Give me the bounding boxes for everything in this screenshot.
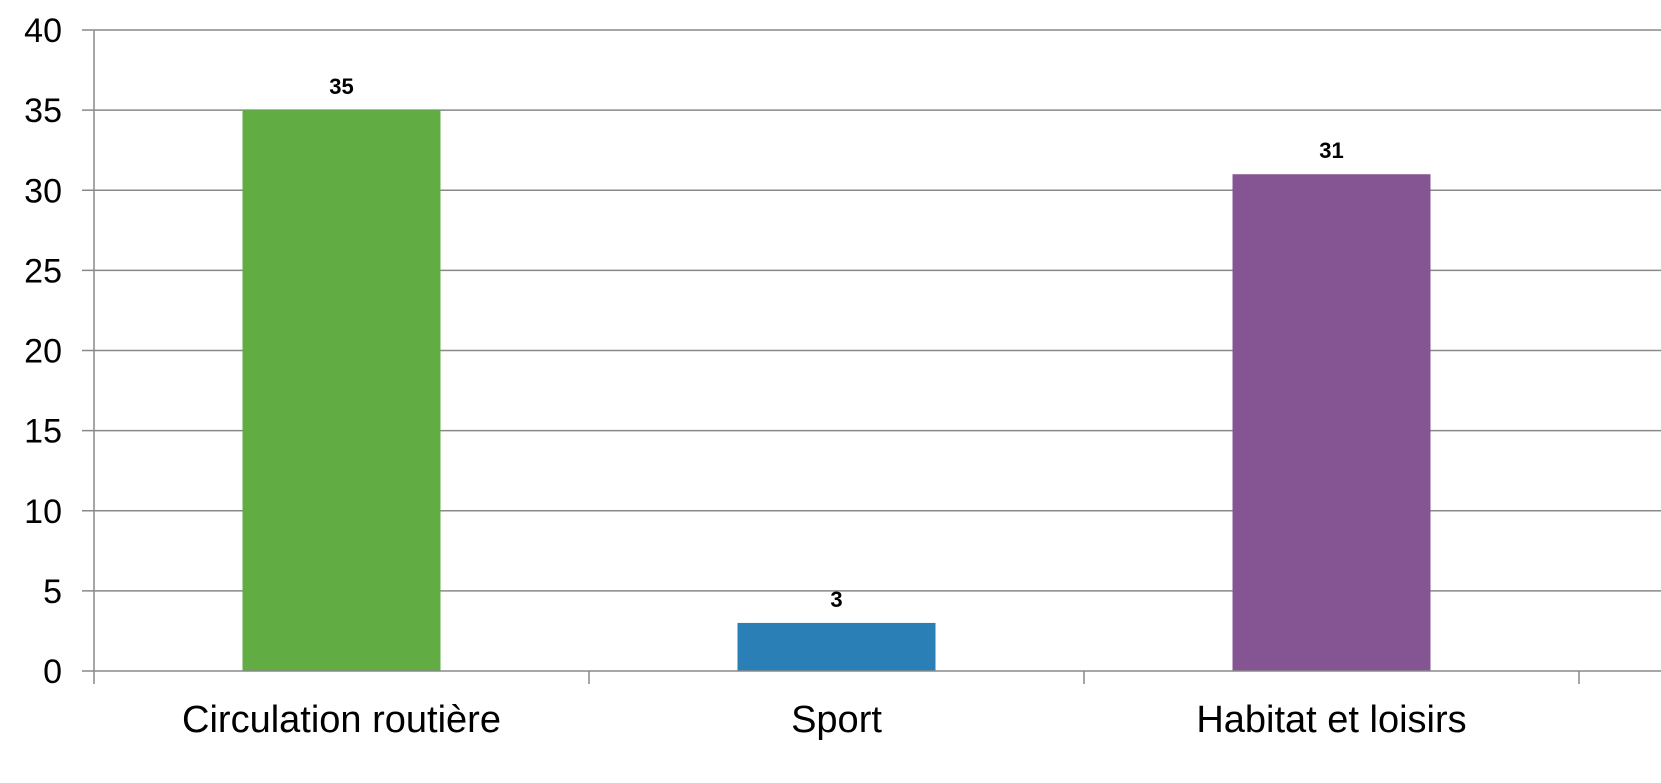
x-tick-labels: Circulation routière Sport Habitat et lois… [182,699,1467,741]
y-tick-label: 20 [24,333,62,371]
y-tick-label: 40 [24,12,62,50]
x-tick-label-2: Sport [791,699,882,741]
data-label-1: 35 [329,74,353,99]
data-label-3: 31 [1319,138,1343,163]
y-tick-labels: 0 5 10 15 20 25 30 35 40 [24,12,62,691]
y-tick-label: 0 [43,653,62,691]
y-tick-label: 5 [43,573,62,611]
data-labels: 35 3 31 [329,74,1343,612]
y-tick-label: 15 [24,413,62,451]
x-tick-label-3: Habitat et loisirs [1196,699,1466,741]
bar-1 [243,110,441,671]
x-tick-label-1: Circulation routière [182,699,501,741]
y-tick-label: 10 [24,493,62,531]
data-label-2: 3 [830,587,842,612]
y-tick-label: 30 [24,172,62,210]
y-tick-label: 25 [24,252,62,290]
bar-3 [1233,174,1431,671]
y-tick-label: 35 [24,92,62,130]
bar-2 [738,623,936,671]
